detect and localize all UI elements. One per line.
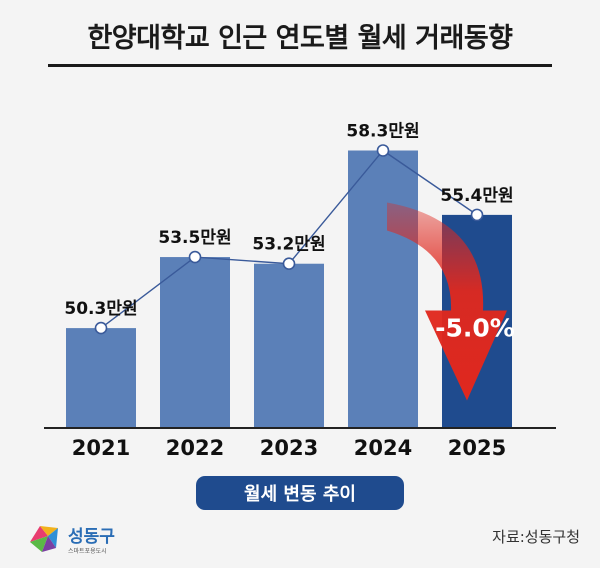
- data-label: 50.3만원: [64, 299, 137, 319]
- change-annotation: -5.0%: [435, 314, 515, 343]
- data-label: 58.3만원: [346, 122, 419, 142]
- chart-title: 한양대학교 인근 연도별 월세 거래동향: [87, 23, 513, 54]
- x-tick-label: 2023: [260, 436, 318, 460]
- logo-mark-icon: [30, 526, 58, 552]
- x-tick-label: 2025: [448, 436, 506, 460]
- decline-arrow-icon: [387, 202, 507, 401]
- title-underline: [48, 64, 552, 67]
- bar-2023: [254, 263, 324, 428]
- data-label: 53.2만원: [252, 235, 325, 255]
- point-marker: [376, 144, 390, 157]
- point-marker: [188, 250, 202, 264]
- x-tick-label: 2021: [72, 436, 130, 460]
- x-tick-label: 2024: [354, 436, 412, 460]
- point-marker: [94, 321, 108, 335]
- data-label: 53.5만원: [158, 228, 231, 248]
- bar-chart: -5.0% 50.3만원 53.5만원 53.2만원 58.3만원 55.4만원 202…: [44, 122, 556, 460]
- bar-2024: [348, 150, 418, 428]
- x-tick-label: 2022: [166, 436, 224, 460]
- point-marker: [470, 208, 484, 222]
- logo-name: 성동구: [68, 527, 115, 547]
- logo-tagline: 스마트포용도시: [68, 548, 107, 555]
- point-marker: [282, 257, 296, 271]
- bar-2021: [66, 328, 136, 428]
- data-label: 55.4만원: [440, 186, 513, 206]
- legend-label: 월세 변동 추이: [196, 476, 404, 510]
- seongdong-logo: 성동구 스마트포용도시: [26, 518, 166, 562]
- source-note: 자료:성동구청: [492, 528, 580, 546]
- bar-2022: [160, 257, 230, 428]
